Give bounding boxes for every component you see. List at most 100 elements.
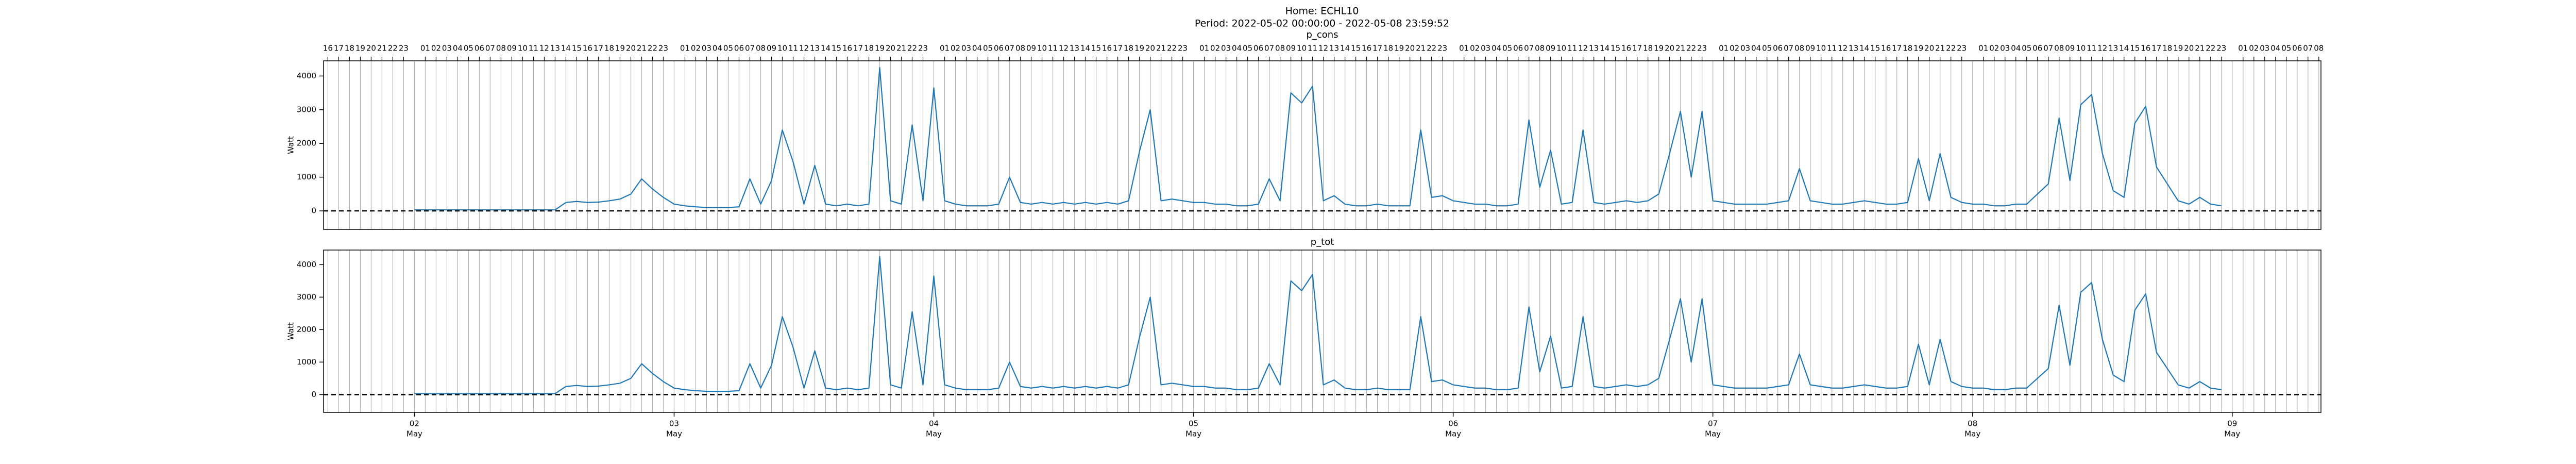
y-tick-label: 1000: [297, 357, 316, 367]
x2-tick-label: 11: [1567, 44, 1577, 53]
x2-tick-label: 13: [550, 44, 560, 53]
x2-tick-label: 01: [2238, 44, 2248, 53]
x2-tick-label: 03: [702, 44, 711, 53]
x2-tick-label: 07: [1264, 44, 1274, 53]
x2-tick-label: 15: [2130, 44, 2140, 53]
x2-tick-label: 12: [2097, 44, 2107, 53]
x2-tick-label: 10: [777, 44, 787, 53]
x2-tick-label: 02: [2249, 44, 2259, 53]
x2-tick-label: 13: [1589, 44, 1599, 53]
x2-tick-label: 17: [853, 44, 863, 53]
x2-tick-label: 10: [1297, 44, 1307, 53]
x2-tick-label: 22: [1946, 44, 1956, 53]
x2-tick-label: 15: [1611, 44, 1620, 53]
x2-tick-label: 12: [1059, 44, 1069, 53]
x2-tick-label: 16: [323, 44, 333, 53]
x-tick-label: 05: [1189, 419, 1198, 428]
x2-tick-label: 16: [1621, 44, 1631, 53]
x2-tick-label: 20: [1665, 44, 1674, 53]
x2-tick-label: 11: [788, 44, 798, 53]
axes-frame: [323, 60, 2321, 230]
x2-tick-label: 07: [745, 44, 755, 53]
x-tick-sublabel: May: [1705, 429, 1721, 439]
x2-tick-label: 14: [561, 44, 571, 53]
x2-tick-label: 05: [983, 44, 993, 53]
x2-tick-label: 23: [399, 44, 409, 53]
x2-tick-label: 09: [507, 44, 517, 53]
x2-tick-label: 13: [1070, 44, 1079, 53]
x2-tick-label: 22: [1167, 44, 1177, 53]
x2-tick-label: 12: [1318, 44, 1328, 53]
x2-tick-label: 05: [1502, 44, 1512, 53]
x2-tick-label: 05: [1762, 44, 1772, 53]
x2-tick-label: 13: [1329, 44, 1339, 53]
x2-tick-label: 02: [691, 44, 701, 53]
x2-tick-label: 16: [842, 44, 852, 53]
x-tick-label: 04: [929, 419, 939, 428]
x2-tick-label: 03: [2260, 44, 2269, 53]
x2-tick-label: 05: [1243, 44, 1252, 53]
x2-tick-label: 06: [2032, 44, 2042, 53]
x2-tick-label: 20: [886, 44, 895, 53]
x2-tick-label: 04: [713, 44, 722, 53]
x2-tick-label: 17: [1113, 44, 1123, 53]
x2-tick-label: 18: [1383, 44, 1393, 53]
x2-tick-label: 21: [377, 44, 387, 53]
x-tick-label: 08: [1968, 419, 1977, 428]
data-line: [414, 256, 2222, 394]
x2-tick-label: 08: [1015, 44, 1025, 53]
x2-tick-label: 14: [821, 44, 831, 53]
x2-tick-label: 17: [1632, 44, 1642, 53]
x2-tick-label: 04: [2270, 44, 2280, 53]
y-tick-label: 3000: [297, 292, 316, 302]
x2-tick-label: 05: [464, 44, 473, 53]
x-tick-sublabel: May: [666, 429, 682, 439]
x2-tick-label: 03: [1740, 44, 1750, 53]
figure-subtitle: Period: 2022-05-02 00:00:00 - 2022-05-08…: [1195, 18, 1449, 29]
x2-tick-label: 06: [1253, 44, 1263, 53]
x2-tick-label: 16: [583, 44, 592, 53]
x2-tick-label: 11: [2087, 44, 2096, 53]
x2-tick-label: 11: [1308, 44, 1317, 53]
x2-tick-label: 09: [767, 44, 776, 53]
x2-tick-label: 06: [2292, 44, 2302, 53]
x-tick-label: 07: [1708, 419, 1718, 428]
x2-tick-label: 07: [1784, 44, 1793, 53]
x2-tick-label: 16: [2141, 44, 2150, 53]
x2-tick-label: 19: [615, 44, 625, 53]
x2-tick-label: 02: [431, 44, 441, 53]
x2-tick-label: 07: [485, 44, 495, 53]
x2-tick-label: 11: [529, 44, 538, 53]
x2-tick-label: 23: [1697, 44, 1707, 53]
y-tick-label: 2000: [297, 325, 316, 334]
x2-tick-label: 09: [1805, 44, 1815, 53]
x2-tick-label: 13: [2108, 44, 2118, 53]
x-tick-sublabel: May: [406, 429, 422, 439]
x2-tick-label: 22: [388, 44, 398, 53]
x2-tick-label: 01: [420, 44, 430, 53]
x2-tick-label: 01: [1459, 44, 1469, 53]
y-axis-label: Watt: [286, 136, 296, 154]
x2-tick-label: 14: [1080, 44, 1090, 53]
x2-tick-label: 16: [1881, 44, 1891, 53]
y-tick-label: 1000: [297, 172, 316, 181]
x2-tick-label: 17: [1892, 44, 1902, 53]
x2-tick-label: 10: [1816, 44, 1826, 53]
x2-tick-label: 18: [1643, 44, 1653, 53]
figure-title: Home: ECHL10: [1285, 6, 1359, 17]
x-tick-sublabel: May: [1185, 429, 1201, 439]
x2-tick-label: 13: [810, 44, 820, 53]
x2-tick-label: 01: [680, 44, 690, 53]
x2-tick-label: 03: [1481, 44, 1490, 53]
x2-tick-label: 06: [1513, 44, 1523, 53]
x2-tick-label: 21: [1156, 44, 1166, 53]
x-tick-label: 02: [410, 419, 419, 428]
x2-tick-label: 04: [2011, 44, 2021, 53]
x2-tick-label: 20: [626, 44, 636, 53]
x2-tick-label: 18: [864, 44, 874, 53]
x2-tick-label: 04: [1492, 44, 1501, 53]
x2-tick-label: 14: [2119, 44, 2129, 53]
x2-tick-label: 14: [1859, 44, 1869, 53]
x2-tick-label: 23: [918, 44, 928, 53]
